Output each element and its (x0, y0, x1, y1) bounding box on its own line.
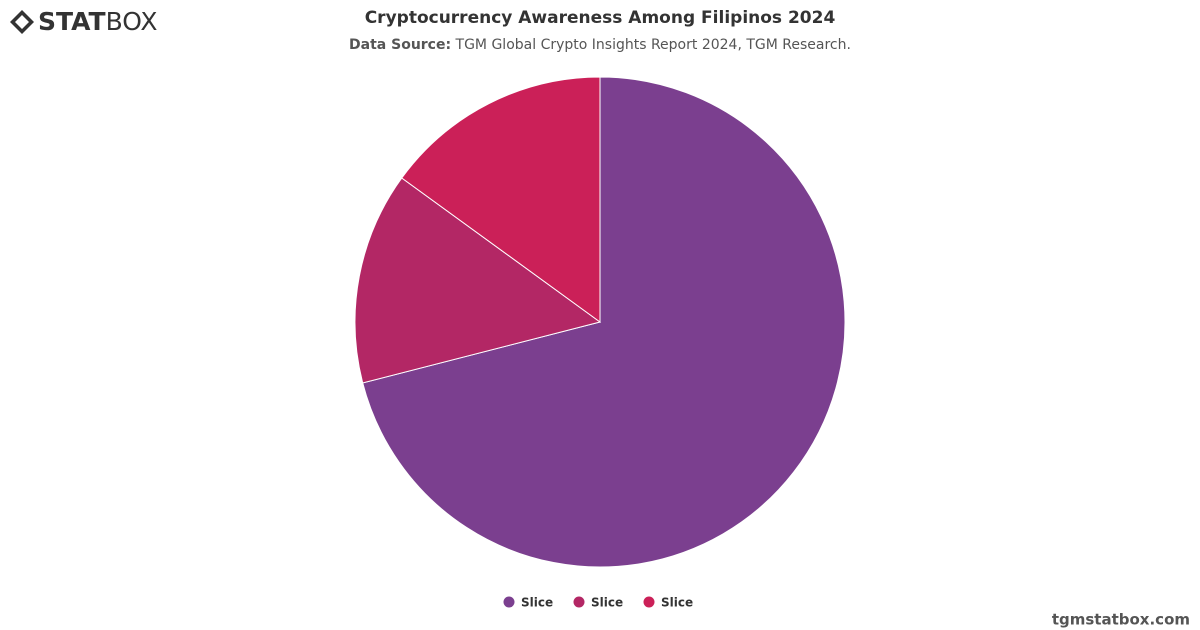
chart-title: Cryptocurrency Awareness Among Filipinos… (365, 8, 836, 28)
pie-slice (401, 76, 601, 323)
chart-subtitle: Data Source: TGM Global Crypto Insights … (349, 37, 851, 53)
pie-slice (354, 177, 602, 384)
logo: STATBOX (10, 7, 158, 36)
pie-slice (362, 76, 846, 568)
logo-text: STATBOX (38, 7, 158, 36)
logo-icon (10, 10, 34, 34)
logo-light: BOX (106, 7, 158, 36)
legend-marker (503, 596, 515, 608)
legend-label: Slice (661, 596, 693, 610)
legend-marker (573, 596, 585, 608)
legend-marker (643, 596, 655, 608)
footer: tgmstatbox.com (1052, 611, 1190, 629)
subtitle-label: Data Source: (349, 37, 451, 53)
legend-label: Slice (591, 596, 623, 610)
logo-bold: STAT (38, 7, 106, 36)
subtitle-text: TGM Global Crypto Insights Report 2024, … (455, 37, 851, 53)
legend-label: Slice (521, 596, 553, 610)
